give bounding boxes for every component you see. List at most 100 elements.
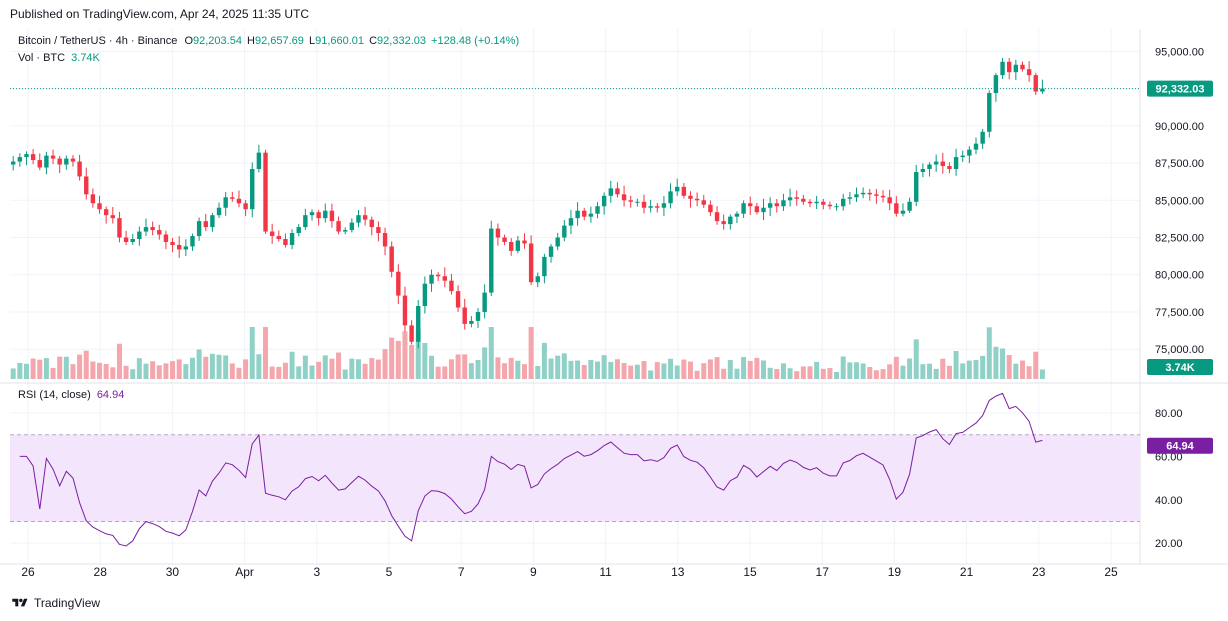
- volume-bar: [448, 359, 454, 379]
- volume-bar: [681, 359, 687, 379]
- candle-body: [920, 169, 926, 172]
- time-tick-label: 17: [816, 565, 830, 579]
- close-label: C: [369, 35, 378, 47]
- volume-bar: [1039, 369, 1045, 379]
- volume-bar: [176, 359, 182, 379]
- volume-bar: [349, 358, 355, 379]
- candle-body: [196, 221, 202, 237]
- volume-bar: [575, 360, 581, 379]
- candle-body: [369, 219, 374, 228]
- volume-bar: [1013, 363, 1019, 379]
- candle-body: [24, 154, 29, 158]
- volume-bar: [263, 327, 269, 379]
- candle-body: [721, 221, 726, 225]
- candle-body: [834, 206, 839, 208]
- volume-bar: [741, 357, 747, 379]
- candle-body: [615, 188, 620, 195]
- volume-bar: [847, 362, 853, 379]
- candle-body: [402, 295, 408, 326]
- candle-body: [628, 200, 633, 202]
- candle-body: [655, 206, 660, 208]
- candle-body: [761, 207, 766, 213]
- candle-body: [110, 215, 115, 219]
- chart-svg[interactable]: 95,000.0092,500.0090,000.0087,500.0085,0…: [0, 29, 1228, 584]
- volume-bar: [993, 346, 999, 379]
- tradingview-footer[interactable]: TradingView: [10, 596, 100, 610]
- volume-bar: [203, 356, 209, 379]
- volume-bar: [336, 352, 342, 379]
- volume-bar: [820, 368, 826, 379]
- candle-body: [435, 274, 441, 277]
- volume-bar: [893, 356, 899, 379]
- candle-body: [794, 197, 799, 199]
- volume-bar: [780, 363, 786, 379]
- candle-body: [827, 204, 833, 207]
- candle-body: [588, 213, 594, 217]
- candle-body: [781, 200, 786, 207]
- candle-body: [887, 197, 892, 204]
- time-tick-label: 26: [21, 565, 35, 579]
- volume-bar: [887, 364, 893, 379]
- candle-body: [528, 243, 534, 283]
- candle-body: [973, 143, 979, 150]
- price-tick-label: 77,500.00: [1155, 307, 1204, 319]
- volume-bar: [189, 357, 195, 379]
- candle-body: [97, 203, 102, 210]
- candle-body: [236, 198, 242, 204]
- volume-bar: [807, 366, 813, 379]
- volume-bar: [362, 363, 368, 379]
- volume-bar: [1033, 351, 1039, 379]
- candle-body: [429, 274, 434, 284]
- volume-bar: [840, 356, 846, 379]
- volume-bar: [515, 360, 521, 379]
- volume-bar: [83, 350, 89, 379]
- volume-bar: [502, 363, 508, 379]
- legend-volume-row[interactable]: Vol · BTC 3.74K: [18, 52, 100, 64]
- candle-body: [90, 194, 96, 204]
- candle-body: [422, 283, 428, 307]
- published-caption: Published on TradingView.com, Apr 24, 20…: [10, 7, 310, 21]
- volume-bar: [707, 359, 713, 379]
- volume-bar: [528, 327, 534, 379]
- candle-body: [940, 161, 945, 167]
- candle-body: [177, 244, 182, 250]
- volume-bar: [827, 368, 833, 379]
- rsi-tick-label: 80.00: [1155, 408, 1183, 420]
- candle-body: [927, 164, 932, 169]
- volume-bar: [143, 363, 149, 379]
- legend-rsi-row[interactable]: RSI (14, close) 64.94: [18, 389, 124, 401]
- candle-body: [688, 195, 693, 199]
- time-tick-label: 13: [671, 565, 685, 579]
- candle-body: [230, 197, 235, 199]
- time-tick-label: 21: [960, 565, 974, 579]
- price-tick-label: 75,000.00: [1155, 344, 1204, 356]
- time-tick-label: 28: [94, 565, 108, 579]
- volume-bar: [375, 359, 381, 379]
- volume-bar: [687, 361, 693, 379]
- volume-bar: [216, 354, 222, 379]
- candle-body: [57, 158, 62, 165]
- candle-body: [568, 218, 574, 226]
- candle-body: [276, 236, 281, 239]
- volume-bar: [256, 354, 262, 379]
- candle-body: [44, 155, 49, 168]
- volume-bar: [63, 356, 69, 379]
- volume-bar: [721, 368, 727, 379]
- symbol-name: Bitcoin / TetherUS · 4h · Binance: [18, 35, 178, 47]
- volume-bar: [130, 369, 136, 379]
- candle-body: [661, 203, 667, 208]
- candle-body: [37, 160, 42, 168]
- volume-bar: [183, 364, 189, 379]
- candle-body: [860, 192, 866, 195]
- candle-body: [1026, 69, 1032, 76]
- volume-bar: [800, 366, 806, 379]
- volume-bar: [110, 367, 116, 379]
- volume-bar: [674, 365, 680, 379]
- candle-body: [150, 227, 155, 231]
- last-price-badge-bg: [1147, 80, 1213, 97]
- candle-body: [522, 240, 527, 244]
- legend-symbol-row[interactable]: Bitcoin / TetherUS · 4h · Binance O92,20…: [18, 35, 519, 47]
- volume-bar: [475, 359, 481, 379]
- change-value: +128.48 (+0.14%): [431, 35, 520, 47]
- volume-bar: [913, 339, 919, 379]
